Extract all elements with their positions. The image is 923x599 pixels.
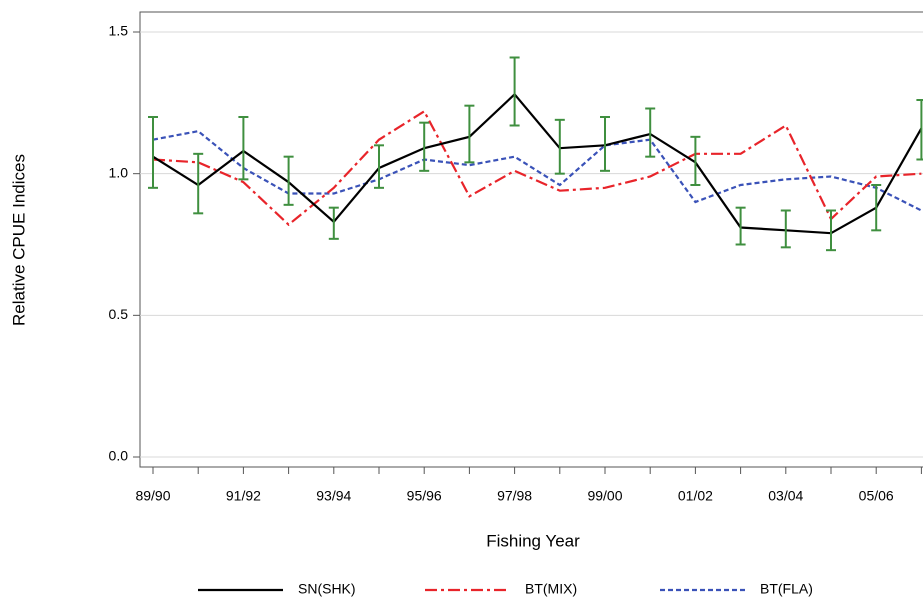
error-bar <box>328 206 339 240</box>
y-tick-label: 0.0 <box>109 448 129 464</box>
error-bar <box>916 99 923 161</box>
error-bar <box>374 144 384 189</box>
x-tick-label: 95/96 <box>407 488 442 504</box>
x-tick-label: 91/92 <box>226 488 261 504</box>
y-tick-label: 1.0 <box>109 164 129 180</box>
x-tick-label: 99/00 <box>587 488 622 504</box>
series-line <box>152 129 922 212</box>
error-bar <box>419 121 430 172</box>
error-bar <box>645 107 656 158</box>
x-tick-label: 05/06 <box>859 488 894 504</box>
series-line <box>152 92 923 235</box>
y-tick-label: 0.5 <box>109 306 129 322</box>
error-bar <box>554 118 565 175</box>
error-bar <box>826 209 836 252</box>
error-bar <box>600 116 610 172</box>
plot-frame <box>139 11 923 468</box>
series-line <box>152 109 922 227</box>
error-bar <box>238 116 249 181</box>
x-tick-label: 93/94 <box>316 488 351 504</box>
y-axis-title: Relative CPUE Indices <box>9 154 28 326</box>
x-tick-label: 03/04 <box>768 488 803 504</box>
error-bar <box>871 184 882 232</box>
x-tick-label: 01/02 <box>678 488 713 504</box>
error-bar <box>283 155 294 206</box>
error-bar <box>193 152 204 215</box>
x-tick-label: 97/98 <box>497 488 532 504</box>
x-axis-title: Fishing Year <box>486 531 580 550</box>
error-bar <box>464 104 475 164</box>
legend-label: BT(MIX) <box>525 581 577 597</box>
error-bar <box>148 116 158 189</box>
error-bar <box>509 56 520 127</box>
error-bar <box>690 135 701 186</box>
y-tick-label: 1.5 <box>109 23 129 39</box>
legend-label: SN(SHK) <box>298 581 356 597</box>
error-bar <box>735 206 746 246</box>
error-bar <box>780 209 791 249</box>
x-tick-label: 89/90 <box>135 488 170 504</box>
legend-label: BT(FLA) <box>760 581 813 597</box>
